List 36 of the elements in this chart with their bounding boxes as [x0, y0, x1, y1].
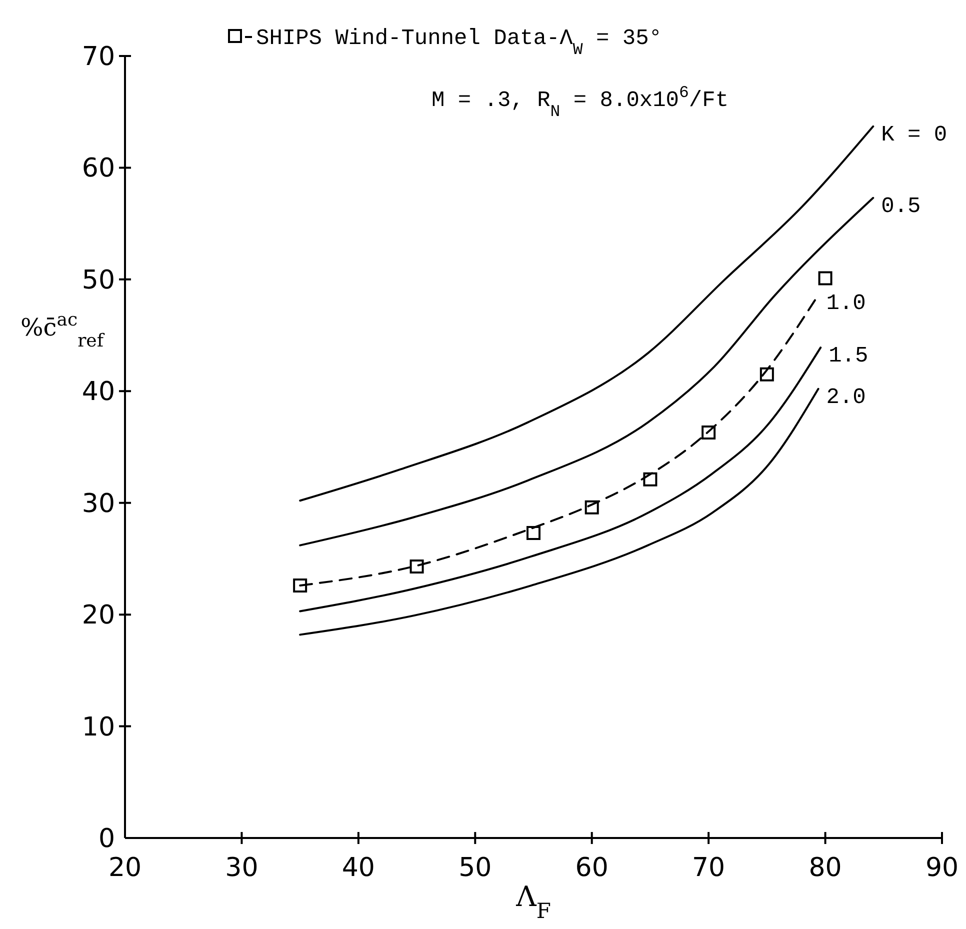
- y-tick-label: 10: [82, 712, 115, 742]
- line-series: [299, 196, 874, 546]
- y-tick-label: 40: [82, 377, 115, 408]
- x-tick-label: 50: [458, 853, 492, 883]
- line-series: [299, 346, 822, 612]
- y-tick-label: 20: [82, 600, 115, 631]
- y-tick-label: 50: [82, 265, 115, 296]
- x-axis-title: Λ$_{F}$: [515, 880, 551, 923]
- line-series: [299, 388, 820, 636]
- y-tick-label: 30: [82, 488, 115, 519]
- point: [410, 560, 424, 574]
- series-label: 2.0: [826, 384, 866, 410]
- x-tick-label: 80: [808, 853, 842, 883]
- x-tick-label: 30: [225, 853, 258, 883]
- x-tick-label: 20: [108, 853, 142, 883]
- y-tick-label: 0: [98, 824, 115, 854]
- point: [760, 367, 774, 382]
- x-tick-label: 70: [692, 853, 726, 883]
- y-tick-label: 70: [82, 42, 115, 72]
- x-tick-label: 40: [342, 853, 375, 883]
- series-label: 1.0: [826, 291, 866, 316]
- point: [584, 500, 599, 514]
- annotation: M = .3, R$_{N}$ = 8.0x10$^{6}$/Ft: [431, 82, 729, 120]
- point: [702, 425, 716, 440]
- point: [818, 271, 832, 286]
- point: [643, 472, 658, 486]
- series-label: 0.5: [881, 194, 921, 219]
- series-label: 1.5: [828, 344, 868, 369]
- legend-label: SHIPS Wind-Tunnel Data-Λ$_{W}$ = 35°: [256, 26, 662, 58]
- series-label: K = 0: [881, 122, 948, 148]
- x-tick-label: 90: [925, 853, 959, 883]
- point: [526, 526, 540, 540]
- y-tick-label: 60: [82, 154, 115, 184]
- x-tick-label: 60: [575, 853, 608, 883]
- line-series: [299, 125, 874, 502]
- point: [293, 578, 308, 593]
